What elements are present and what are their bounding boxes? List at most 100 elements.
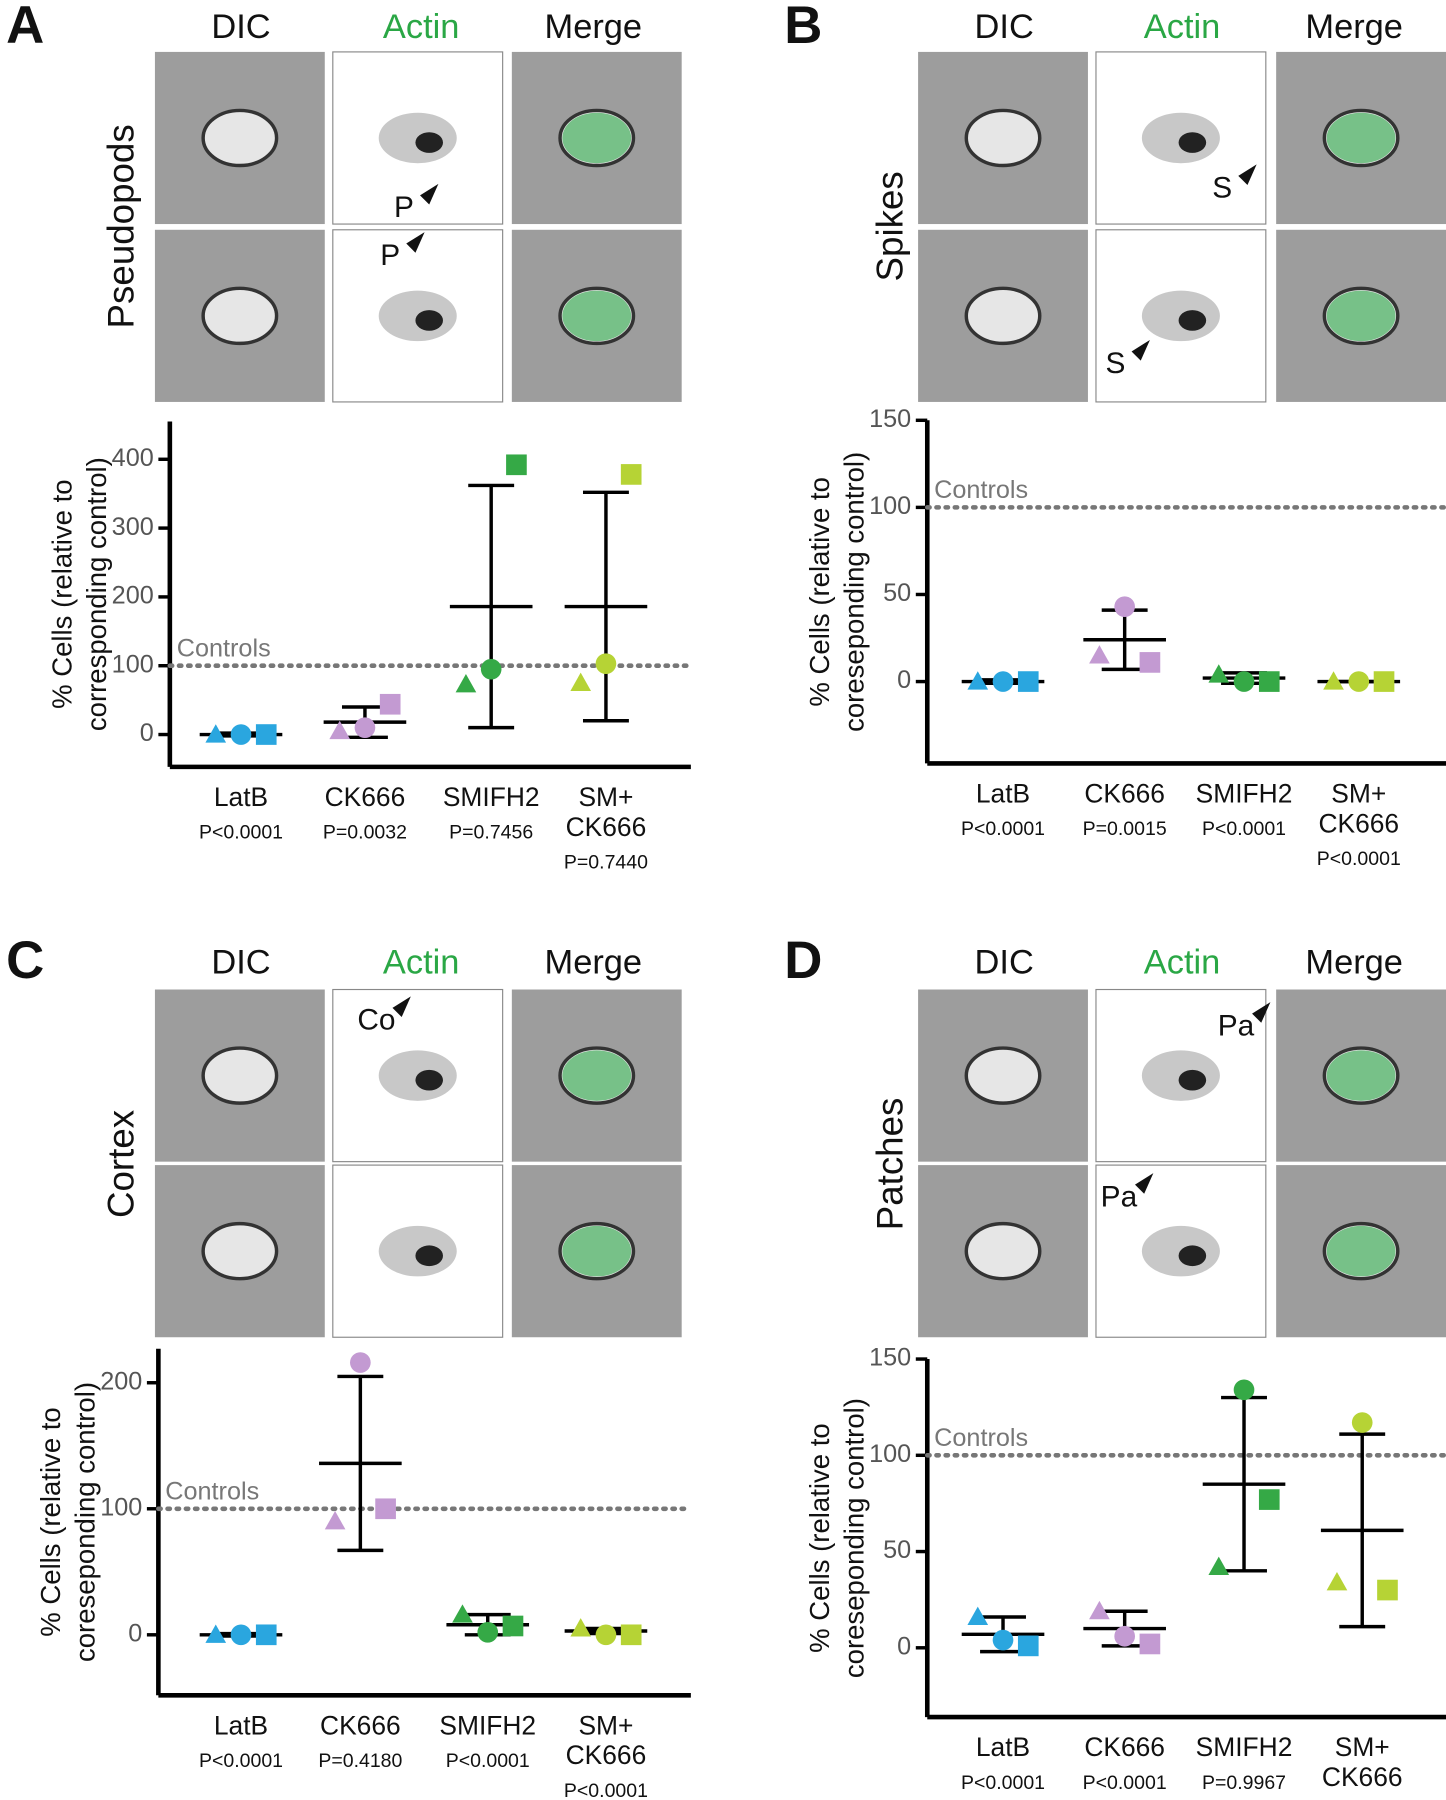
triangle-point	[205, 724, 227, 743]
square-point	[506, 454, 527, 476]
annotation-arrow	[1252, 1002, 1271, 1023]
y-tick-label: 200	[100, 1367, 142, 1395]
y-axis-label: % Cells (relative to	[35, 1407, 66, 1637]
circle-point	[354, 717, 376, 738]
cell-green	[562, 1225, 632, 1277]
x-tick-label: CK666	[566, 812, 647, 842]
triangle-point	[570, 1618, 592, 1637]
x-tick-label: LatB	[976, 779, 1030, 809]
circle-point	[230, 1624, 252, 1646]
cell-dic	[201, 1046, 279, 1105]
panel-label: C	[6, 931, 44, 990]
x-tick-label: SMIFH2	[443, 782, 540, 812]
cell-green	[562, 290, 632, 342]
panel-label: B	[784, 0, 822, 55]
actin-spot	[1178, 310, 1207, 331]
triangle-point	[1208, 664, 1230, 683]
circle-point	[480, 658, 502, 680]
column-header: DIC	[975, 8, 1034, 46]
square-point	[502, 1615, 524, 1637]
circle-point	[350, 1352, 371, 1373]
column-header: Merge	[1305, 943, 1403, 981]
cell-dic	[964, 1046, 1042, 1105]
reference-label: Controls	[177, 634, 271, 662]
cell-dic	[201, 108, 279, 168]
square-point	[1017, 1635, 1039, 1657]
circle-point	[1114, 1625, 1135, 1647]
triangle-point	[1326, 1572, 1348, 1591]
square-point	[1139, 1633, 1161, 1655]
x-tick-label: CK666	[1084, 779, 1165, 809]
actin-spot	[415, 132, 443, 153]
square-point	[375, 1498, 396, 1520]
square-point	[255, 724, 277, 745]
cell-dic	[201, 1221, 279, 1281]
x-tick-label: CK666	[325, 782, 406, 812]
annotation: S	[1106, 347, 1126, 380]
annotation-arrow	[392, 996, 411, 1018]
y-tick-label: 100	[869, 1440, 911, 1468]
y-axis-label: corresponding control)	[81, 457, 112, 731]
row-label: Pseudopods	[101, 124, 142, 328]
circle-point	[230, 724, 252, 745]
actin-spot	[415, 310, 443, 331]
circle-point	[992, 671, 1014, 692]
y-axis-label: % Cells (relative to	[47, 479, 78, 709]
square-point	[1017, 671, 1039, 692]
y-axis-label: % Cells (relative to	[804, 1423, 835, 1653]
x-tick-label: CK666	[1084, 1732, 1165, 1762]
y-tick-label: 150	[869, 1344, 911, 1372]
actin-spot	[1178, 132, 1207, 153]
column-header: Actin	[383, 943, 460, 981]
reference-label: Controls	[934, 476, 1028, 504]
panel-label: A	[6, 0, 44, 55]
square-point	[620, 464, 642, 485]
circle-point	[1114, 596, 1135, 617]
circle-point	[1348, 671, 1370, 692]
annotation-arrow	[420, 183, 439, 205]
triangle-point	[452, 1604, 473, 1623]
column-header: DIC	[211, 943, 270, 981]
x-tick-label: CK666	[1318, 808, 1399, 838]
row-label: Spikes	[870, 171, 911, 281]
p-value: P<0.0001	[199, 822, 283, 844]
x-tick-label: SMIFH2	[1196, 1732, 1293, 1762]
y-tick-label: 0	[140, 719, 154, 747]
y-tick-label: 0	[897, 1632, 911, 1660]
triangle-point	[1089, 645, 1110, 664]
y-tick-label: 0	[128, 1619, 142, 1647]
triangle-point	[329, 720, 351, 740]
annotation-arrow	[1134, 1173, 1154, 1194]
column-header: Actin	[383, 8, 460, 46]
column-header: Merge	[545, 943, 643, 981]
annotation: P	[380, 239, 400, 272]
y-tick-label: 50	[883, 1536, 911, 1564]
p-value: P<0.0001	[1202, 818, 1286, 840]
y-axis-label: coreseponding control)	[838, 1398, 869, 1678]
square-point	[620, 1624, 642, 1646]
y-tick-label: 200	[112, 582, 154, 610]
x-tick-label: SM+	[578, 782, 633, 812]
square-point	[1373, 671, 1395, 692]
column-header: DIC	[211, 8, 270, 46]
column-header: Actin	[1144, 943, 1221, 981]
x-tick-label: CK666	[320, 1710, 401, 1740]
p-value: P<0.0001	[446, 1750, 530, 1772]
annotation-arrow	[1131, 339, 1150, 361]
circle-point	[595, 653, 617, 674]
triangle-point	[1208, 1556, 1230, 1575]
x-tick-label: SMIFH2	[439, 1710, 536, 1740]
cell-green	[562, 112, 632, 164]
cell-green	[1326, 290, 1396, 342]
cell-green	[1326, 112, 1396, 164]
triangle-point	[967, 671, 989, 690]
actin-spot	[1178, 1245, 1207, 1267]
y-axis-label: coreseponding control)	[838, 452, 869, 732]
p-value: P<0.0001	[961, 818, 1045, 840]
square-point	[1258, 1489, 1280, 1510]
triangle-point	[570, 672, 592, 691]
y-tick-label: 50	[883, 579, 911, 607]
y-tick-label: 400	[112, 444, 154, 472]
